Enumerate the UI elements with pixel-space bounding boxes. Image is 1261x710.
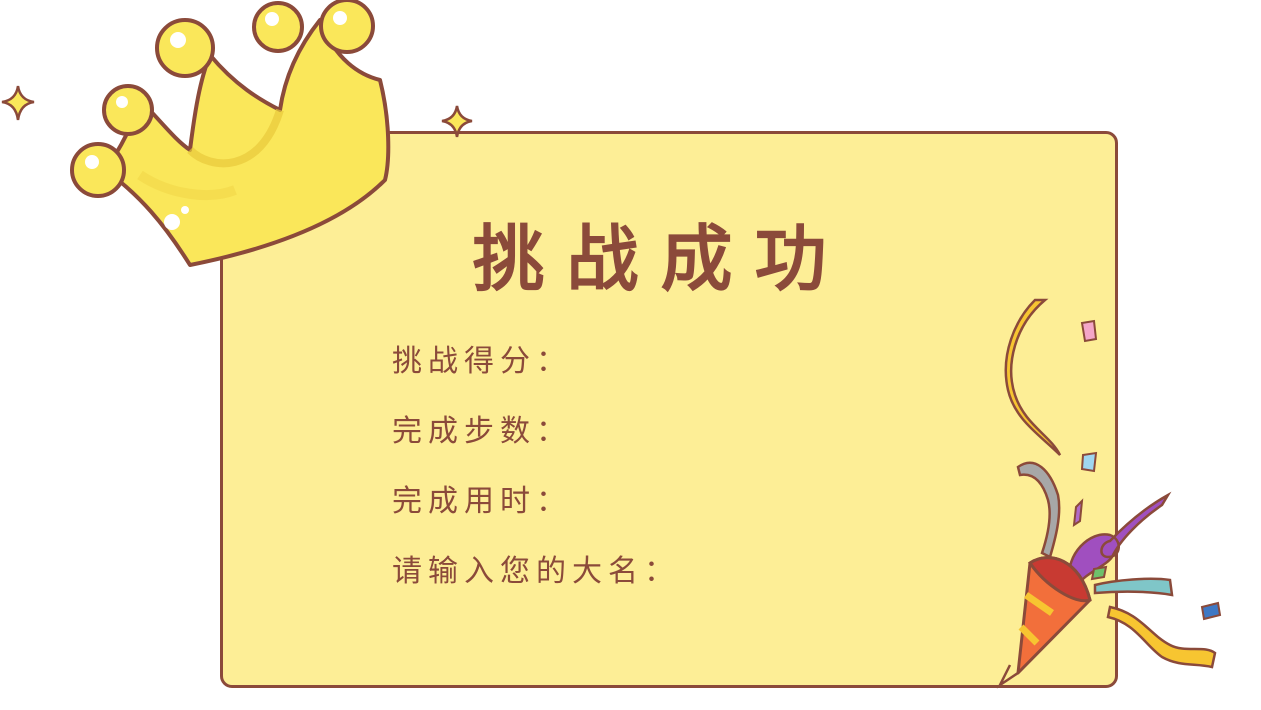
steps-value <box>578 411 908 445</box>
name-input[interactable] <box>686 551 1016 585</box>
score-row: 挑战得分： <box>392 338 908 379</box>
name-row: 请输入您的大名： <box>392 548 1016 589</box>
time-row: 完成用时： <box>392 478 908 519</box>
crown-icon <box>70 0 391 267</box>
page-title: 挑战成功 <box>472 217 849 301</box>
time-label: 完成用时： <box>392 484 572 519</box>
score-value <box>578 341 908 375</box>
result-card <box>220 131 1118 688</box>
sparkle-icon <box>1 85 35 121</box>
steps-label: 完成步数： <box>392 414 572 449</box>
time-value <box>578 481 908 515</box>
score-label: 挑战得分： <box>392 344 572 379</box>
party-popper-icon <box>996 298 1222 689</box>
steps-row: 完成步数： <box>392 408 908 449</box>
name-label: 请输入您的大名： <box>392 554 680 589</box>
sparkle-icon <box>441 105 473 138</box>
